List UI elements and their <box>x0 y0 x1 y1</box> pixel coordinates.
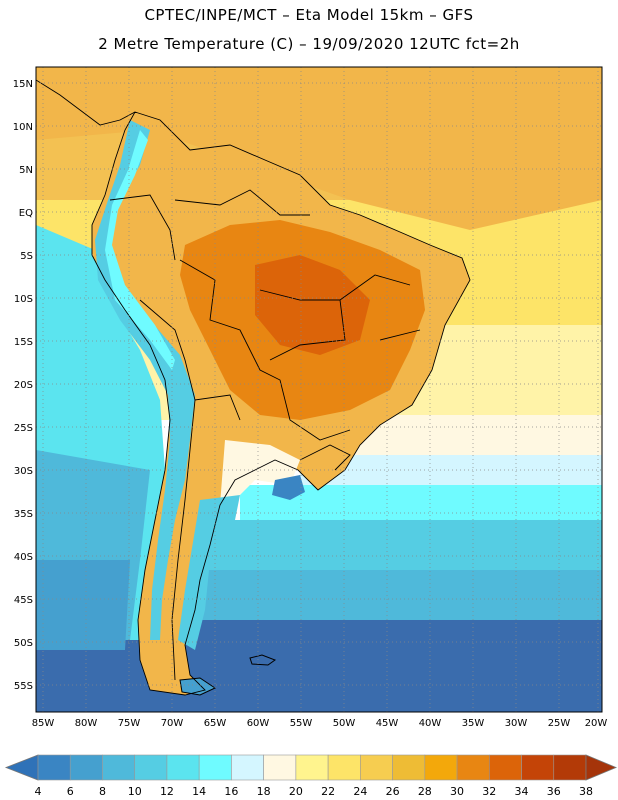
legend-arrow-high <box>585 754 618 781</box>
caribbean-warm <box>36 67 602 230</box>
legend-value-label: 14 <box>192 785 206 798</box>
color-legend: 4 6 8 10 12 14 16 18 20 22 24 26 28 30 32 34 36 38 <box>4 754 618 798</box>
central-america-coast <box>36 79 136 126</box>
lon-label: 70W <box>161 718 184 729</box>
lon-label: 55W <box>290 718 313 729</box>
andes-cold-spine <box>95 120 195 640</box>
border-uruguay <box>299 444 351 471</box>
lat-label: 55S <box>14 681 33 692</box>
lat-label: 25S <box>14 423 33 434</box>
rio-de-la-plata <box>272 475 305 500</box>
falkland-islands <box>249 654 277 666</box>
temperature-map: 15N 10N 5N EQ 5S 10S 15S 20S 25S 30S 35S… <box>13 66 608 729</box>
border-brazil-states <box>259 274 421 361</box>
map-title-line2: 2 Metre Temperature (C) – 19/09/2020 12U… <box>98 35 520 53</box>
border-brazil-north <box>174 189 310 216</box>
legend-swatch <box>488 754 522 781</box>
legend-value-label: 36 <box>547 785 561 798</box>
legend-swatch <box>198 754 232 781</box>
lat-label: 45S <box>14 595 33 606</box>
legend-value-label: 38 <box>579 785 593 798</box>
map-frame <box>35 66 603 713</box>
lat-labels: 15N 10N 5N EQ 5S 10S 15S 20S 25S 30S 35S… <box>13 79 33 692</box>
legend-swatch <box>231 754 264 781</box>
legend-value-label: 24 <box>353 785 367 798</box>
lon-label: 40W <box>419 718 442 729</box>
border-argentina-chile <box>171 399 196 681</box>
lon-label: 80W <box>75 718 98 729</box>
legend-value-label: 12 <box>160 785 174 798</box>
legend-swatch <box>134 754 168 781</box>
lat-label: 50S <box>14 638 33 649</box>
legend-value-label: 18 <box>257 785 271 798</box>
legend-swatch <box>553 754 587 781</box>
legend-value-label: 10 <box>128 785 142 798</box>
lon-label: 60W <box>247 718 270 729</box>
legend-swatch <box>521 754 555 781</box>
legend-value-label: 16 <box>224 785 238 798</box>
lon-label: 25W <box>548 718 571 729</box>
legend-swatch <box>102 754 136 781</box>
lon-label: 75W <box>118 718 141 729</box>
legend-swatch <box>360 754 393 781</box>
legend-arrow-low <box>4 754 39 781</box>
lon-label: 45W <box>376 718 399 729</box>
patagonia-cool <box>178 495 240 650</box>
lon-label: 85W <box>32 718 55 729</box>
legend-value-label: 4 <box>35 785 42 798</box>
pacific-cold-zone <box>36 560 130 650</box>
legend-swatch <box>263 754 297 781</box>
border-colombia <box>109 194 176 261</box>
border-brazil-west <box>179 259 351 441</box>
lat-label: 15S <box>14 337 33 348</box>
legend-swatch <box>327 754 361 781</box>
legend-value-label: 8 <box>99 785 106 798</box>
lon-labels: 85W 80W 75W 70W 65W 60W 55W 50W 45W 40W … <box>32 718 608 729</box>
border-peru-bolivia <box>139 299 241 421</box>
legend-swatch <box>37 754 71 781</box>
legend-value-label: 6 <box>67 785 74 798</box>
legend-value-label: 28 <box>418 785 432 798</box>
lon-label: 35W <box>462 718 485 729</box>
legend-swatch <box>166 754 200 781</box>
legend-value-label: 34 <box>515 785 529 798</box>
map-field <box>36 67 602 712</box>
legend-value-label: 26 <box>386 785 400 798</box>
brazil-hottest <box>255 255 370 355</box>
lat-label: 10N <box>13 122 33 133</box>
coastline <box>91 111 471 696</box>
lat-label: 5S <box>20 251 33 262</box>
legend-value-label: 32 <box>482 785 496 798</box>
legend-value-label: 30 <box>450 785 464 798</box>
legend-swatch <box>456 754 490 781</box>
lat-label: 35S <box>14 509 33 520</box>
map-title-line1: CPTEC/INPE/MCT – Eta Model 15km – GFS <box>144 6 474 24</box>
andes-peaks <box>105 130 175 370</box>
lon-label: 30W <box>505 718 528 729</box>
lat-label: EQ <box>19 208 33 219</box>
legend-labels: 4 6 8 10 12 14 16 18 20 22 24 26 28 30 32 34 36 38 <box>35 785 594 798</box>
lat-label: 20S <box>14 380 33 391</box>
lat-label: 10S <box>14 294 33 305</box>
legend-bar <box>4 754 618 781</box>
legend-swatch <box>392 754 426 781</box>
lon-label: 20W <box>585 718 608 729</box>
lat-label: 5N <box>19 165 33 176</box>
legend-value-label: 20 <box>289 785 303 798</box>
legend-swatch <box>424 754 458 781</box>
tierra-del-fuego <box>179 677 217 696</box>
lon-label: 65W <box>204 718 227 729</box>
southern-cone-cool <box>220 440 300 505</box>
legend-swatch <box>295 754 329 781</box>
legend-value-label: 22 <box>321 785 335 798</box>
lon-label: 50W <box>333 718 356 729</box>
lat-label: 30S <box>14 466 33 477</box>
lat-label: 15N <box>13 79 33 90</box>
borders <box>36 79 471 696</box>
lat-label: 40S <box>14 552 33 563</box>
legend-swatch <box>69 754 103 781</box>
